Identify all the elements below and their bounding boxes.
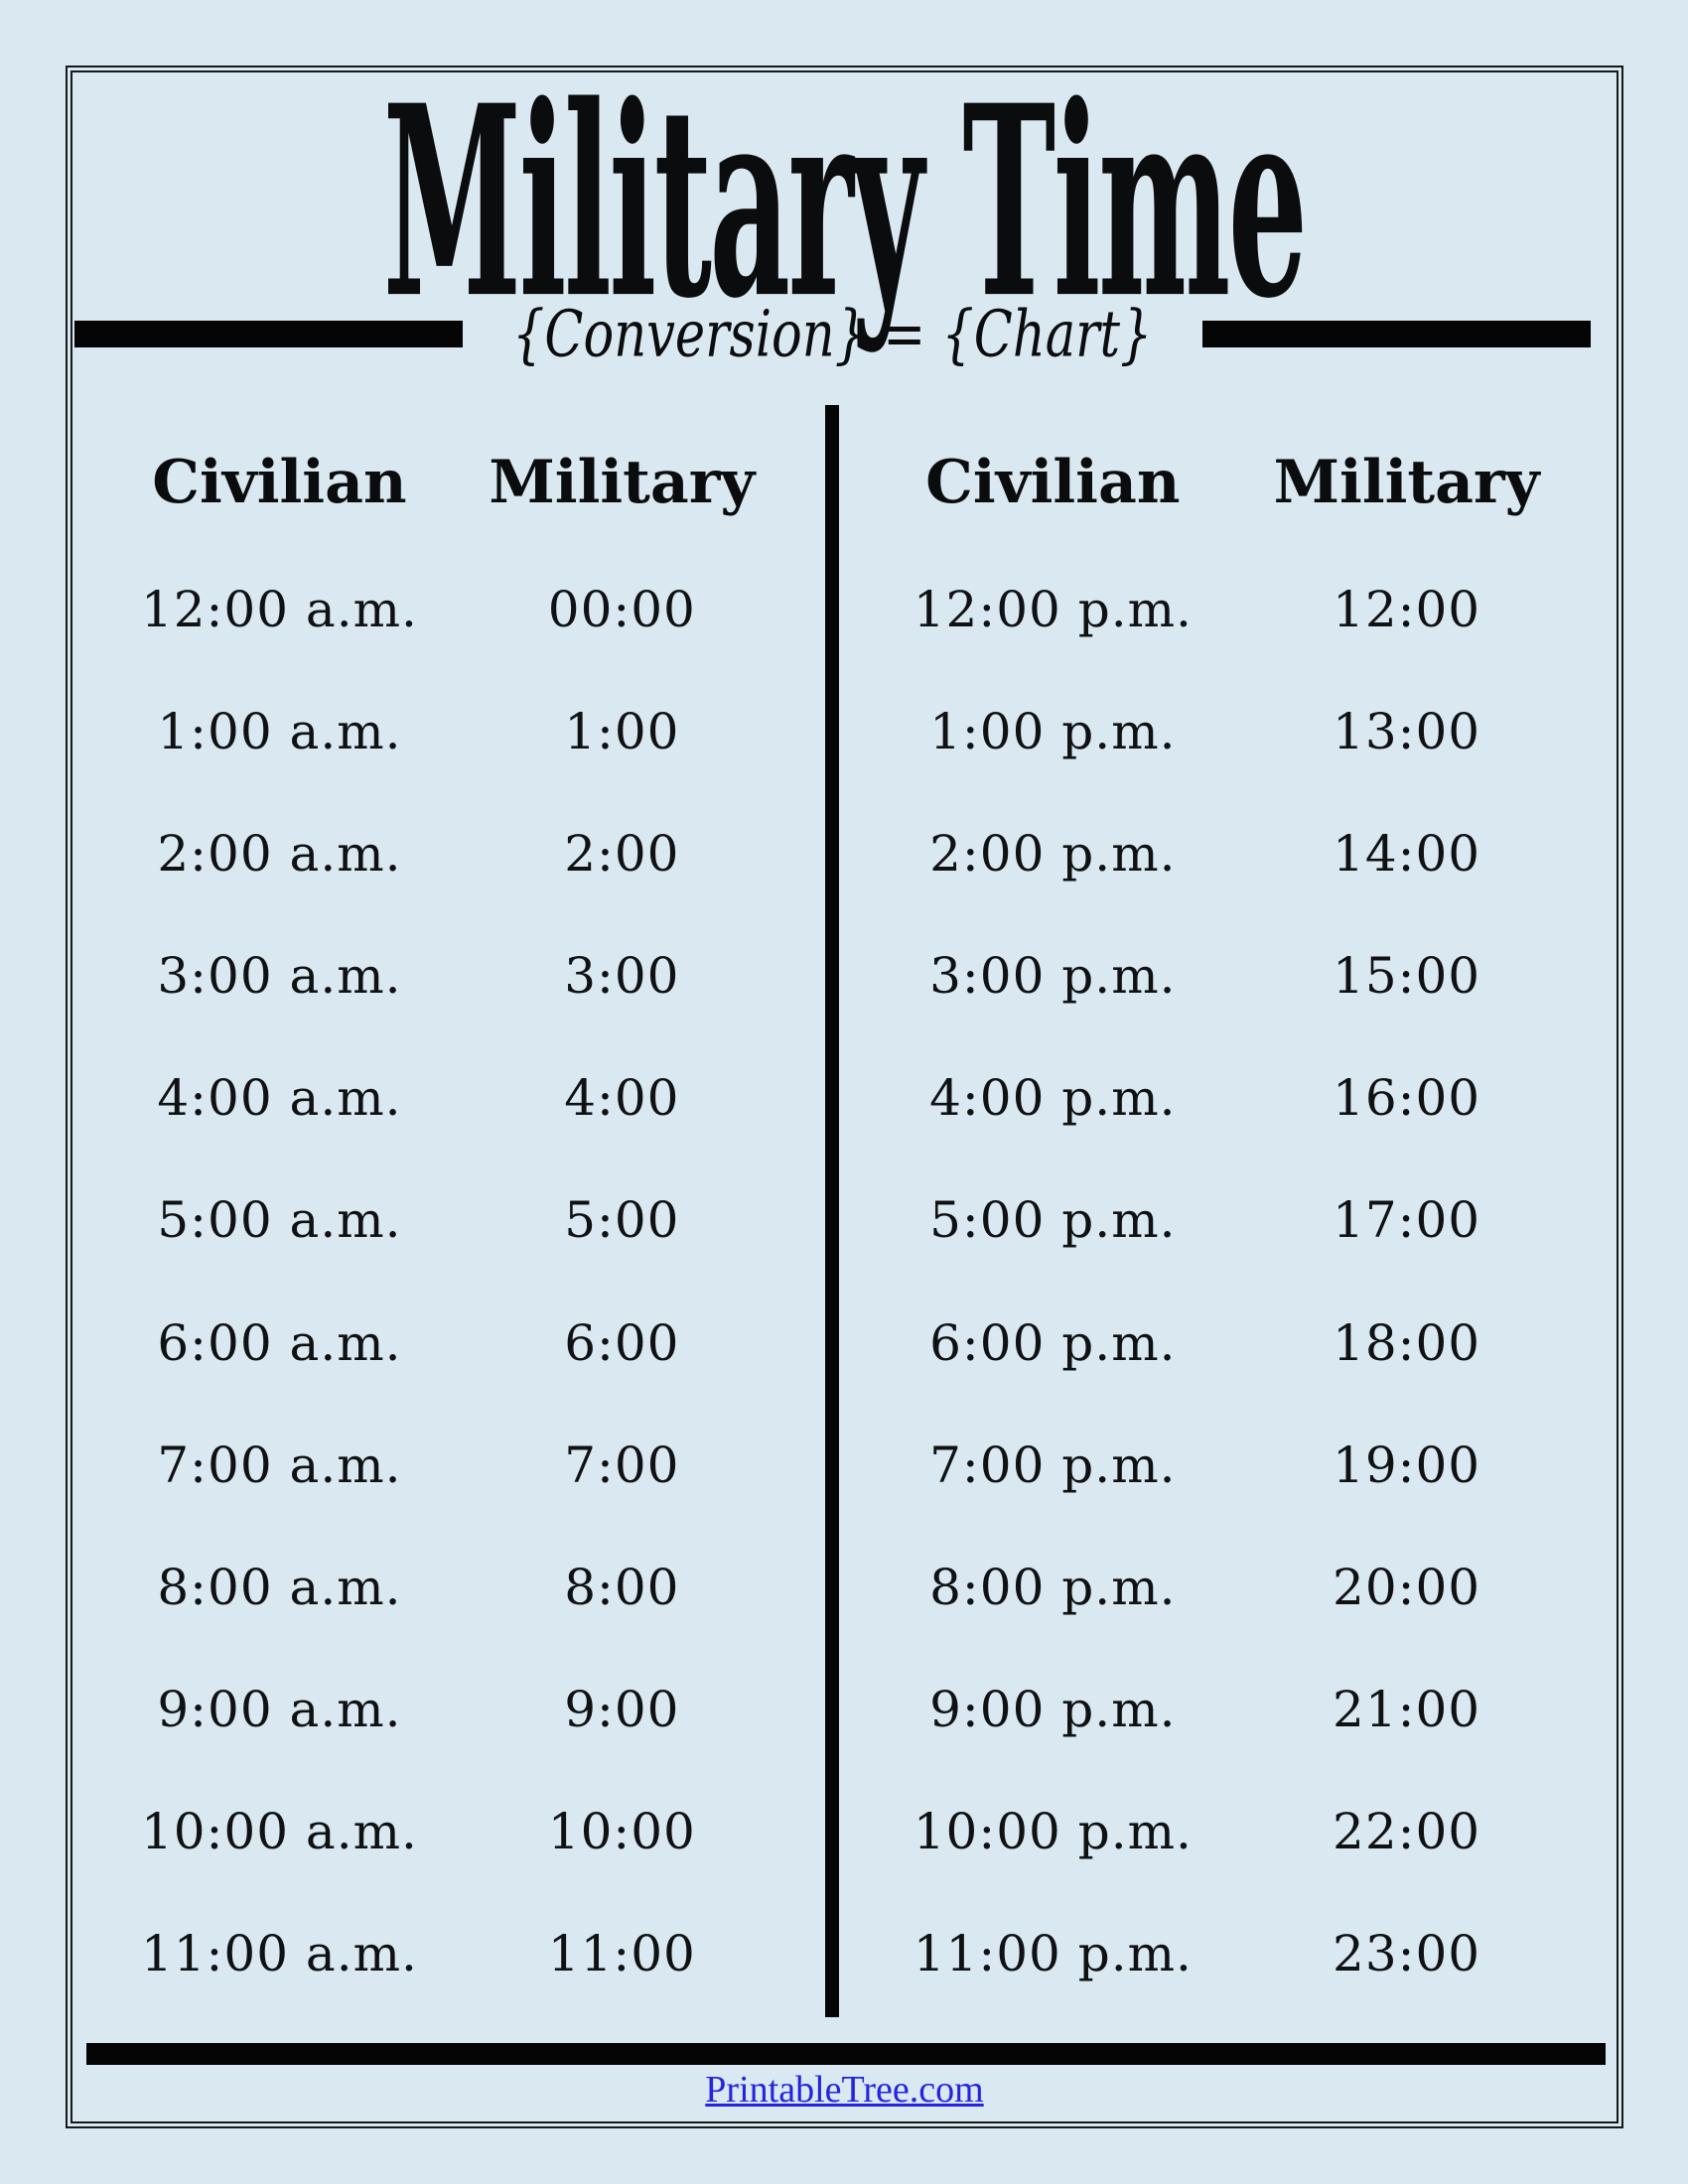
military-time: 8:00 bbox=[564, 1558, 680, 1616]
civilian-time: 9:00 p.m. bbox=[929, 1681, 1177, 1739]
table-row: 9:00 a.m. 9:00 bbox=[72, 1649, 825, 1771]
military-time: 21:00 bbox=[1333, 1681, 1481, 1739]
military-time: 2:00 bbox=[564, 824, 680, 883]
table-row: 3:00 a.m. 3:00 bbox=[72, 915, 825, 1037]
civilian-time: 10:00 a.m. bbox=[140, 1803, 418, 1861]
civilian-time: 12:00 a.m. bbox=[140, 580, 418, 638]
subtitle-band: {Conversion} = {Chart} bbox=[72, 299, 1617, 368]
subtitle-right-bar bbox=[1201, 320, 1592, 347]
civilian-time: 6:00 a.m. bbox=[157, 1313, 402, 1372]
military-time: 10:00 bbox=[547, 1803, 696, 1861]
header-row: Civilian Military bbox=[839, 417, 1617, 548]
table-row: 12:00 p.m. 12:00 bbox=[839, 548, 1617, 670]
page-title: Military Time bbox=[383, 49, 1308, 357]
military-time: 1:00 bbox=[564, 702, 680, 760]
table-row: 5:00 a.m. 5:00 bbox=[72, 1160, 825, 1282]
table-row: 12:00 a.m. 00:00 bbox=[72, 548, 825, 670]
military-time: 17:00 bbox=[1333, 1191, 1481, 1250]
page-title-wrap: Military Time bbox=[72, 71, 1617, 334]
civilian-time: 5:00 a.m. bbox=[157, 1191, 402, 1250]
table-row: 5:00 p.m. 17:00 bbox=[839, 1160, 1617, 1282]
civilian-time: 7:00 p.m. bbox=[929, 1435, 1177, 1494]
civilian-time: 8:00 p.m. bbox=[929, 1558, 1177, 1616]
table-row: 2:00 a.m. 2:00 bbox=[72, 792, 825, 914]
civilian-time: 4:00 p.m. bbox=[929, 1069, 1177, 1128]
table-row: 1:00 a.m. 1:00 bbox=[72, 670, 825, 792]
military-time: 19:00 bbox=[1333, 1435, 1481, 1494]
civilian-time: 2:00 p.m. bbox=[929, 824, 1177, 883]
table-row: 8:00 a.m. 8:00 bbox=[72, 1526, 825, 1648]
military-time: 12:00 bbox=[1333, 580, 1481, 638]
subtitle-text: {Conversion} = {Chart} bbox=[512, 295, 1153, 372]
table-row: 2:00 p.m. 14:00 bbox=[839, 792, 1617, 914]
civilian-time: 10:00 p.m. bbox=[913, 1803, 1193, 1861]
military-time: 23:00 bbox=[1333, 1925, 1481, 1983]
military-time: 16:00 bbox=[1333, 1069, 1481, 1128]
table-row: 3:00 p.m. 15:00 bbox=[839, 915, 1617, 1037]
civilian-time: 12:00 p.m. bbox=[913, 580, 1193, 638]
table-row: 7:00 p.m. 19:00 bbox=[839, 1404, 1617, 1526]
table-row: 6:00 p.m. 18:00 bbox=[839, 1282, 1617, 1404]
civilian-time: 2:00 a.m. bbox=[157, 824, 402, 883]
civilian-time: 5:00 p.m. bbox=[929, 1191, 1177, 1250]
table-row: 1:00 p.m. 13:00 bbox=[839, 670, 1617, 792]
military-time: 4:00 bbox=[564, 1069, 680, 1128]
footer: PrintableTree.com bbox=[72, 2062, 1617, 2117]
military-time: 13:00 bbox=[1333, 702, 1481, 760]
military-time: 3:00 bbox=[564, 947, 680, 1006]
header-military-right: Military bbox=[1273, 448, 1540, 517]
header-military-left: Military bbox=[489, 448, 756, 517]
civilian-time: 11:00 a.m. bbox=[140, 1925, 418, 1983]
table-row: 10:00 p.m. 22:00 bbox=[839, 1771, 1617, 1893]
bottom-rule bbox=[86, 2043, 1606, 2065]
header-row: Civilian Military bbox=[72, 417, 825, 548]
civilian-time: 3:00 p.m. bbox=[929, 947, 1177, 1006]
table-left-half: Civilian Military 12:00 a.m. 00:00 1:00 … bbox=[72, 417, 825, 2015]
table-row: 4:00 p.m. 16:00 bbox=[839, 1037, 1617, 1160]
military-time: 20:00 bbox=[1333, 1558, 1481, 1616]
military-time: 5:00 bbox=[564, 1191, 680, 1250]
table-row: 7:00 a.m. 7:00 bbox=[72, 1404, 825, 1526]
civilian-time: 3:00 a.m. bbox=[157, 947, 402, 1006]
military-time: 22:00 bbox=[1333, 1803, 1481, 1861]
table-right-half: Civilian Military 12:00 p.m. 12:00 1:00 … bbox=[839, 417, 1617, 2015]
military-time: 6:00 bbox=[564, 1313, 680, 1372]
civilian-time: 1:00 p.m. bbox=[929, 702, 1177, 760]
header-civilian-right: Civilian bbox=[925, 448, 1181, 517]
military-time: 18:00 bbox=[1333, 1313, 1481, 1372]
civilian-time: 1:00 a.m. bbox=[157, 702, 402, 760]
document-page: Military Time {Conversion} = {Chart} Civ… bbox=[66, 66, 1623, 2128]
conversion-table: Civilian Military 12:00 a.m. 00:00 1:00 … bbox=[72, 405, 1617, 2017]
military-time: 00:00 bbox=[547, 580, 696, 638]
civilian-time: 7:00 a.m. bbox=[157, 1435, 402, 1494]
civilian-time: 6:00 p.m. bbox=[929, 1313, 1177, 1372]
table-row: 11:00 a.m. 11:00 bbox=[72, 1893, 825, 2015]
table-row: 10:00 a.m. 10:00 bbox=[72, 1771, 825, 1893]
military-time: 9:00 bbox=[564, 1681, 680, 1739]
center-divider-rule bbox=[825, 405, 839, 2017]
table-row: 6:00 a.m. 6:00 bbox=[72, 1282, 825, 1404]
military-time: 15:00 bbox=[1333, 947, 1481, 1006]
military-time: 14:00 bbox=[1333, 824, 1481, 883]
military-time: 7:00 bbox=[564, 1435, 680, 1494]
table-row: 11:00 p.m. 23:00 bbox=[839, 1893, 1617, 2015]
civilian-time: 8:00 a.m. bbox=[157, 1558, 402, 1616]
military-time: 11:00 bbox=[547, 1925, 696, 1983]
table-row: 9:00 p.m. 21:00 bbox=[839, 1649, 1617, 1771]
civilian-time: 9:00 a.m. bbox=[157, 1681, 402, 1739]
civilian-time: 4:00 a.m. bbox=[157, 1069, 402, 1128]
civilian-time: 11:00 p.m. bbox=[913, 1925, 1193, 1983]
subtitle-left-bar bbox=[74, 320, 464, 347]
table-row: 8:00 p.m. 20:00 bbox=[839, 1526, 1617, 1648]
footer-link[interactable]: PrintableTree.com bbox=[705, 2069, 984, 2111]
header-civilian-left: Civilian bbox=[152, 448, 407, 517]
table-row: 4:00 a.m. 4:00 bbox=[72, 1037, 825, 1160]
